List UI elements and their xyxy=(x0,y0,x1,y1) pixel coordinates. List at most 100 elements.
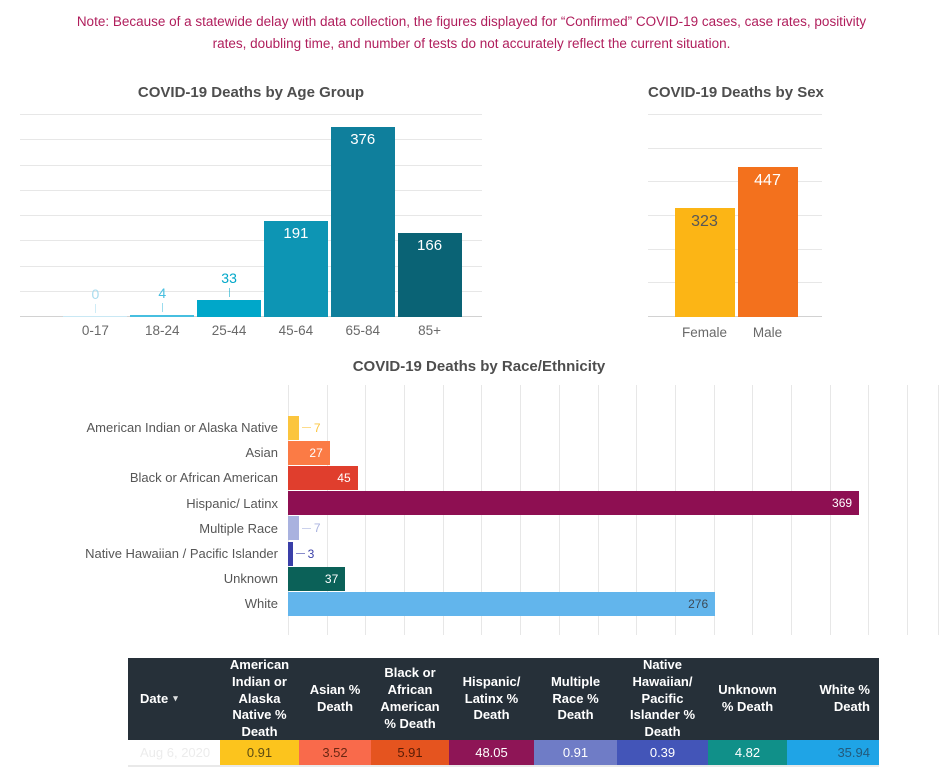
bar-unknown[interactable]: 37 xyxy=(288,566,346,591)
bar-american-indian-or-alaska-native[interactable] xyxy=(288,415,299,440)
gridline xyxy=(648,316,822,317)
column-header-hispanic-latinx-death[interactable]: Hispanic/ Latinx % Death xyxy=(449,658,534,740)
value-cell-native-hawaiian-pacific-islander-death[interactable]: 0.39 xyxy=(617,740,708,765)
age-chart-plot: 0 4 33 191 376 166 xyxy=(20,114,482,317)
bar-25-44[interactable] xyxy=(197,300,262,317)
bar-multiple-race[interactable] xyxy=(288,516,299,541)
column-header-white-death[interactable]: White % Death xyxy=(787,658,879,740)
leader-line xyxy=(95,304,97,313)
bar-native-hawaiian-pacific-islander[interactable] xyxy=(288,541,293,566)
bar-value-label: 0 xyxy=(91,286,100,302)
bar-45-64[interactable]: 191 xyxy=(263,221,328,317)
bar-black-or-african-american[interactable]: 45 xyxy=(288,465,358,490)
age-chart-axis: 0-17 18-24 25-44 45-64 65-84 85+ xyxy=(62,323,463,338)
column-header-label: Native Hawaiian/ Pacific Islander % Deat… xyxy=(629,656,696,740)
value-cell-asian-death[interactable]: 3.52 xyxy=(299,740,371,765)
category-label-black-or-african-american: Black or African American xyxy=(129,470,278,486)
gridline xyxy=(20,215,482,216)
column-header-unknown-death[interactable]: Unknown % Death xyxy=(708,658,787,740)
category-label-american-indian-or-alaska-native: American Indian or Alaska Native xyxy=(86,420,278,435)
gridline xyxy=(20,189,482,191)
bar-value-label: 166 xyxy=(417,237,443,254)
table-header-row: Date ▾ American Indian or Alaska Native % … xyxy=(128,656,879,740)
gridline xyxy=(907,385,909,635)
gridline xyxy=(648,215,822,216)
bar-value-label: 4 xyxy=(158,285,167,301)
value-cell-hispanic-latinx-death[interactable]: 48.05 xyxy=(449,740,534,765)
column-header-label: Black or African American % Death xyxy=(380,665,440,731)
column-header-label: Date xyxy=(140,690,169,706)
bar-value-label: 7 xyxy=(301,516,321,540)
bar-slot-65-84: 376 xyxy=(329,115,396,317)
column-header-label: Asian % Death xyxy=(309,682,361,714)
column-header-american-indian-or-alaska-native-death[interactable]: American Indian or Alaska Native % Death xyxy=(220,656,299,740)
leader-line xyxy=(229,288,231,297)
axis-label-male: Male xyxy=(752,325,783,340)
value-cell-unknown-death[interactable]: 4.82 xyxy=(708,740,787,765)
axis-label-85: 85+ xyxy=(418,323,441,338)
sex-chart-title: COVID-19 Deaths by Sex xyxy=(648,84,824,101)
gridline xyxy=(20,139,482,141)
axis-label-18-24: 18-24 xyxy=(144,323,180,338)
bars-area: 323 447 xyxy=(673,115,799,317)
gridline xyxy=(20,290,482,292)
bar-value-label: 7 xyxy=(301,416,321,440)
value-cell-multiple-race-death[interactable]: 0.91 xyxy=(534,740,617,765)
race-chart-title: COVID-19 Deaths by Race/Ethnicity xyxy=(352,358,606,375)
gridline xyxy=(648,248,822,250)
bar-value-label: 33 xyxy=(221,270,237,286)
bar-slot-25-44: 33 xyxy=(196,115,263,317)
column-header-date[interactable]: Date ▾ xyxy=(128,658,220,740)
bar-value-label: 45 xyxy=(337,470,351,485)
column-header-label: Unknown % Death xyxy=(718,682,777,714)
race-chart: COVID-19 Deaths by Race/Ethnicity Americ… xyxy=(20,352,939,648)
column-header-label: American Indian or Alaska Native % Death xyxy=(229,656,290,740)
column-header-label: Hispanic/ Latinx % Death xyxy=(462,673,521,723)
gridline xyxy=(938,385,939,635)
date-cell[interactable]: Aug 6, 2020 xyxy=(140,745,211,760)
bar-value-label: 27 xyxy=(309,445,323,460)
category-label-unknown: Unknown xyxy=(223,571,278,587)
bar-0-17[interactable] xyxy=(63,316,128,317)
bar-18-24[interactable] xyxy=(130,315,195,317)
value-cell-american-indian-or-alaska-native-death[interactable]: 0.91 xyxy=(220,740,299,765)
bar-value-label: 376 xyxy=(350,131,376,148)
bar-hispanic-latinx[interactable]: 369 xyxy=(288,491,860,516)
leader-line xyxy=(295,553,305,554)
value-cell-white-death[interactable]: 35.94 xyxy=(787,740,879,765)
bar-asian[interactable]: 27 xyxy=(288,440,330,465)
bar-slot-85: 166 xyxy=(396,115,463,317)
race-chart-plot: 7 27 45 369 7 3 37 276 xyxy=(288,385,939,635)
bar-value-label: 447 xyxy=(754,172,781,189)
bar-value-text: 7 xyxy=(313,521,321,536)
bar-slot-female: 323 xyxy=(673,115,736,317)
bar-female[interactable]: 323 xyxy=(674,208,735,317)
gridline xyxy=(20,265,482,267)
column-header-label: White % Death xyxy=(819,682,870,714)
gridline xyxy=(20,164,482,166)
bar-value-label: 37 xyxy=(324,571,339,586)
axis-label-45-64: 45-64 xyxy=(278,323,314,338)
gridline xyxy=(20,114,482,115)
bar-slot-18-24: 4 xyxy=(129,115,196,317)
column-header-native-hawaiian-pacific-islander-death[interactable]: Native Hawaiian/ Pacific Islander % Deat… xyxy=(617,656,708,740)
axis-label-25-44: 25-44 xyxy=(211,323,247,338)
bar-85[interactable]: 166 xyxy=(397,233,462,317)
sex-chart-axis: Female Male xyxy=(673,325,799,340)
bar-65-84[interactable]: 376 xyxy=(330,127,395,317)
column-header-asian-death[interactable]: Asian % Death xyxy=(299,658,371,740)
value-cell-black-or-african-american-death[interactable]: 5.91 xyxy=(371,740,449,765)
bar-male[interactable]: 447 xyxy=(737,167,798,317)
bar-value-text: 7 xyxy=(313,420,321,435)
bar-white[interactable]: 276 xyxy=(288,591,716,616)
bar-slot-0-17: 0 xyxy=(62,115,129,317)
category-label-white: White xyxy=(244,596,278,612)
column-header-multiple-race-death[interactable]: Multiple Race % Death xyxy=(534,658,617,740)
bar-value-label: 191 xyxy=(283,225,309,242)
bar-slot-45-64: 191 xyxy=(262,115,329,317)
bar-value-text: 3 xyxy=(307,546,315,561)
column-header-black-or-african-american-death[interactable]: Black or African American % Death xyxy=(371,658,449,740)
gridline xyxy=(648,181,822,183)
table-row: Aug 6, 2020 0.91 3.52 5.91 48.05 0.91 0.39 4.82… xyxy=(128,740,879,767)
